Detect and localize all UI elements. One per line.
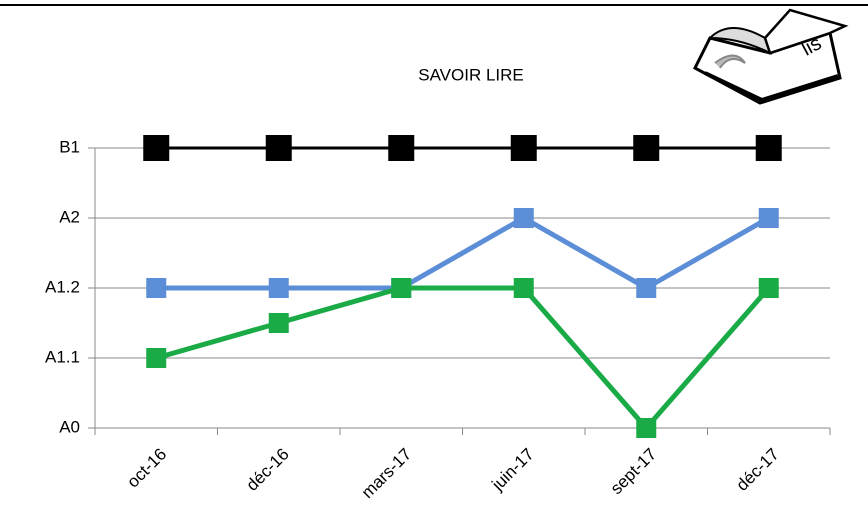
x-tick-label: juin-17 bbox=[488, 445, 538, 495]
marker bbox=[758, 208, 779, 228]
x-tick-label: oct-16 bbox=[123, 445, 170, 492]
y-tick-label: A2 bbox=[59, 207, 80, 226]
series-line bbox=[155, 285, 771, 431]
y-tick-label: A0 bbox=[59, 417, 80, 436]
book-icon bbox=[693, 8, 849, 105]
marker bbox=[143, 135, 170, 161]
y-tick-label: A1.2 bbox=[45, 277, 80, 296]
marker bbox=[388, 135, 415, 161]
marker bbox=[513, 208, 534, 228]
marker bbox=[758, 278, 779, 298]
marker bbox=[633, 135, 660, 161]
marker bbox=[755, 135, 782, 161]
marker bbox=[510, 135, 537, 161]
y-tick-label: A1.1 bbox=[45, 347, 80, 366]
marker bbox=[636, 418, 657, 438]
marker bbox=[146, 348, 167, 368]
marker bbox=[268, 278, 289, 298]
x-tick-label: déc-17 bbox=[733, 445, 783, 495]
marker bbox=[636, 278, 657, 298]
x-tick-label: sept-17 bbox=[607, 445, 661, 499]
marker bbox=[513, 278, 534, 298]
y-tick-label: B1 bbox=[59, 137, 80, 156]
chart-title: SAVOIR LIRE bbox=[418, 65, 524, 84]
x-tick-label: déc-16 bbox=[243, 445, 293, 495]
x-tick-label: mars-17 bbox=[358, 445, 416, 503]
marker bbox=[268, 313, 289, 333]
marker bbox=[146, 278, 167, 298]
marker bbox=[265, 135, 292, 161]
marker bbox=[391, 278, 412, 298]
series-line bbox=[156, 215, 770, 291]
